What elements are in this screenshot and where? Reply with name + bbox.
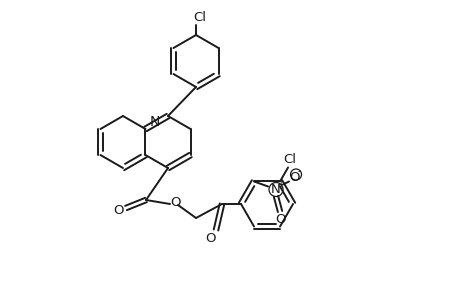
Text: N: N (149, 115, 160, 128)
Text: -: - (297, 167, 300, 176)
Text: O: O (205, 232, 216, 244)
Text: N: N (270, 183, 280, 196)
Text: Cl: Cl (283, 153, 296, 166)
Text: Cl: Cl (193, 11, 206, 23)
Text: O: O (274, 213, 285, 226)
Text: O: O (170, 196, 181, 209)
Text: +: + (276, 181, 283, 190)
Text: O: O (113, 205, 124, 218)
Text: O: O (288, 171, 299, 184)
